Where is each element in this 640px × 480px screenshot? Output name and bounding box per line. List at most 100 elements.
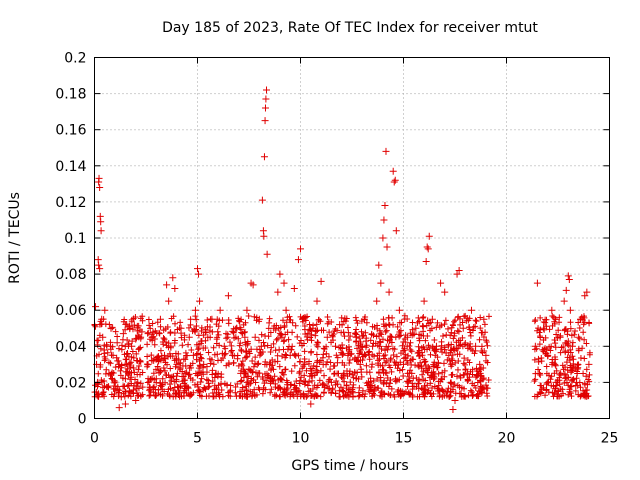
density-mark bbox=[399, 388, 406, 395]
density-mark bbox=[349, 371, 356, 378]
data-point bbox=[455, 266, 463, 274]
density-mark bbox=[128, 359, 135, 366]
density-mark bbox=[162, 325, 169, 332]
density-mark bbox=[160, 364, 167, 371]
data-point bbox=[270, 324, 278, 332]
density-mark bbox=[584, 387, 591, 394]
density-mark bbox=[213, 386, 220, 393]
density-mark bbox=[386, 338, 393, 345]
density-mark bbox=[388, 368, 395, 375]
density-mark bbox=[407, 390, 414, 397]
density-mark bbox=[274, 335, 281, 342]
data-point bbox=[299, 315, 307, 323]
density-mark bbox=[556, 374, 563, 381]
density-mark bbox=[344, 373, 351, 380]
density-mark bbox=[532, 317, 539, 324]
density-mark bbox=[193, 351, 200, 358]
density-mark bbox=[452, 390, 459, 397]
density-mark bbox=[296, 358, 303, 365]
density-mark bbox=[121, 351, 128, 358]
data-point bbox=[208, 315, 216, 323]
data-point bbox=[136, 357, 144, 365]
density-mark bbox=[245, 313, 252, 320]
data-point bbox=[144, 360, 152, 368]
data-point bbox=[101, 306, 109, 314]
data-point bbox=[97, 218, 105, 226]
density-mark bbox=[473, 365, 480, 372]
density-mark bbox=[325, 353, 332, 360]
density-mark bbox=[125, 392, 132, 399]
density-mark bbox=[431, 373, 438, 380]
density-mark bbox=[405, 389, 412, 396]
data-point bbox=[327, 378, 335, 386]
data-point bbox=[416, 351, 424, 359]
density-mark bbox=[159, 339, 166, 346]
density-mark bbox=[232, 325, 239, 332]
data-point bbox=[556, 333, 564, 341]
density-mark bbox=[567, 383, 574, 390]
density-mark bbox=[388, 385, 395, 392]
density-mark bbox=[349, 384, 356, 391]
data-point bbox=[130, 364, 138, 372]
density-mark bbox=[97, 363, 104, 370]
density-mark bbox=[578, 392, 585, 399]
data-point bbox=[169, 274, 177, 282]
data-point bbox=[195, 270, 203, 278]
density-mark bbox=[441, 321, 448, 328]
density-mark bbox=[317, 393, 324, 400]
density-mark bbox=[576, 335, 583, 342]
density-mark bbox=[126, 322, 133, 329]
density-mark bbox=[552, 340, 559, 347]
density-mark bbox=[195, 345, 202, 352]
density-mark bbox=[205, 384, 212, 391]
density-mark bbox=[296, 368, 303, 375]
density-mark bbox=[223, 335, 230, 342]
data-point bbox=[387, 333, 395, 341]
density-mark bbox=[572, 382, 579, 389]
density-mark bbox=[334, 327, 341, 334]
data-point bbox=[165, 297, 173, 305]
density-mark bbox=[309, 386, 316, 393]
density-mark bbox=[358, 328, 365, 335]
density-mark bbox=[195, 346, 202, 353]
density-mark bbox=[146, 387, 153, 394]
density-mark bbox=[218, 371, 225, 378]
density-mark bbox=[97, 345, 104, 352]
density-mark bbox=[328, 390, 335, 397]
density-mark bbox=[438, 375, 445, 382]
density-mark bbox=[459, 319, 466, 326]
data-point bbox=[317, 277, 325, 285]
data-point bbox=[251, 333, 259, 341]
density-mark bbox=[382, 347, 389, 354]
density-mark bbox=[313, 341, 320, 348]
density-mark bbox=[174, 370, 181, 377]
density-mark bbox=[448, 372, 455, 379]
density-mark bbox=[307, 370, 314, 377]
density-mark bbox=[182, 356, 189, 363]
density-mark bbox=[313, 392, 320, 399]
density-mark bbox=[324, 358, 331, 365]
density-mark bbox=[159, 392, 166, 399]
density-mark bbox=[454, 314, 461, 321]
data-point bbox=[352, 333, 360, 341]
density-mark bbox=[439, 369, 446, 376]
density-mark bbox=[580, 329, 587, 336]
density-mark bbox=[542, 392, 549, 399]
density-mark bbox=[167, 329, 174, 336]
density-mark bbox=[195, 387, 202, 394]
density-mark bbox=[118, 342, 125, 349]
density-mark bbox=[440, 360, 447, 367]
y-tick-label: 0 bbox=[78, 412, 87, 428]
density-mark bbox=[313, 363, 320, 370]
x-tick-label: 5 bbox=[193, 431, 202, 447]
data-point bbox=[204, 333, 212, 341]
density-mark bbox=[397, 327, 404, 334]
density-mark bbox=[319, 380, 326, 387]
density-mark bbox=[173, 357, 180, 364]
density-mark bbox=[558, 344, 565, 351]
data-point bbox=[340, 369, 348, 377]
data-point bbox=[92, 303, 100, 311]
density-mark bbox=[238, 361, 245, 368]
data-point bbox=[385, 288, 393, 296]
